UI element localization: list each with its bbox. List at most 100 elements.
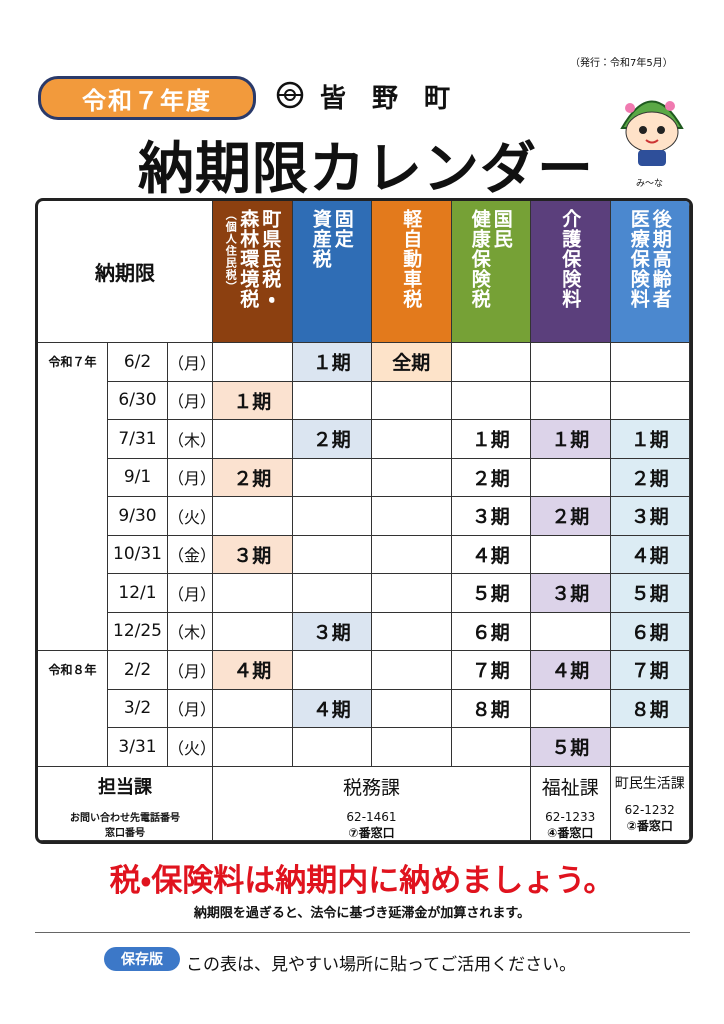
period-cell	[292, 651, 372, 690]
weekday: （木）	[168, 612, 216, 651]
column-header: 町県民税・ 森林環境税 （個人住民税）	[213, 201, 293, 343]
period-cell: ７期	[451, 651, 531, 690]
period-cell: ８期	[610, 689, 690, 728]
town-name: 皆 野 町	[320, 84, 451, 114]
period-cell: ３期	[213, 535, 293, 574]
weekday: （月）	[168, 689, 216, 728]
column-label-line: 軽自動車税	[400, 209, 423, 309]
period-cell	[372, 574, 452, 613]
period-cell: ６期	[610, 612, 690, 651]
period-cell	[610, 343, 690, 382]
town-logo	[276, 81, 304, 109]
column-label-line: 後期高齢者	[649, 209, 672, 309]
period-cell	[531, 381, 611, 420]
corner-header: 納期限	[38, 201, 213, 343]
period-cell	[451, 728, 531, 767]
period-cell	[531, 612, 611, 651]
weekday: （月）	[168, 343, 216, 382]
period-cell: １期	[213, 381, 293, 420]
date: 9/30	[108, 497, 168, 536]
period-cell	[531, 689, 611, 728]
era: 令和８年	[38, 651, 108, 767]
period-cell	[372, 689, 452, 728]
column-label-line: 介護保険料	[559, 209, 582, 309]
period-cell: １期	[531, 420, 611, 459]
column-header: 国民 健康保険税	[451, 201, 531, 343]
weekday: （金）	[168, 535, 216, 574]
date: 3/2	[108, 689, 168, 728]
period-cell	[372, 458, 452, 497]
column-label-line: 資産税	[309, 209, 332, 269]
period-cell: ４期	[451, 535, 531, 574]
weekday: （木）	[168, 420, 216, 459]
column-label: 後期高齢者 医療保険料	[628, 209, 672, 309]
department-name: 税務課	[342, 776, 400, 799]
divider	[35, 932, 690, 933]
period-cell	[213, 612, 293, 651]
column-label-line: 町県民税・	[259, 209, 282, 309]
column-label: 国民 健康保険税	[469, 209, 513, 309]
department-phone: 62-1461	[346, 809, 397, 824]
column-label: 介護保険料	[559, 209, 581, 309]
period-cell: ４期	[213, 651, 293, 690]
period-cell: ７期	[610, 651, 690, 690]
period-cell	[213, 420, 293, 459]
period-cell	[372, 420, 452, 459]
department-phone: 62-1233	[545, 809, 596, 824]
period-cell: ５期	[531, 728, 611, 767]
period-cell: ４期	[531, 651, 611, 690]
date: 2/2	[108, 651, 168, 690]
column-label-line: 森林環境税	[237, 209, 260, 309]
period-cell: ４期	[610, 535, 690, 574]
period-cell	[213, 574, 293, 613]
year-badge: 令和７年度	[38, 76, 256, 120]
period-cell: ２期	[213, 458, 293, 497]
period-cell	[372, 535, 452, 574]
weekday: （火）	[168, 728, 216, 767]
period-cell	[372, 497, 452, 536]
period-cell: ６期	[451, 612, 531, 651]
period-cell: ３期	[292, 612, 372, 651]
mascot-name: み～な	[636, 179, 664, 189]
date: 7/31	[108, 420, 168, 459]
column-header: 軽自動車税	[372, 201, 452, 343]
date: 6/2	[108, 343, 168, 382]
period-cell	[292, 458, 372, 497]
period-cell	[292, 381, 372, 420]
period-cell	[372, 612, 452, 651]
notice: 納期限を過ぎると、法令に基づき延滞金が加算されます。	[193, 906, 531, 921]
period-cell	[531, 458, 611, 497]
department-window: ⑦番窓口	[348, 825, 395, 840]
period-cell	[531, 535, 611, 574]
period-cell: １期	[292, 343, 372, 382]
footer-note: この表は、見やすい場所に貼ってご活用ください。	[186, 955, 577, 975]
period-cell	[292, 728, 372, 767]
period-cell	[213, 497, 293, 536]
footer-label-title: 担当課	[98, 776, 152, 798]
calendar-table: 納期限 町県民税・ 森林環境税 （個人住民税） 固定 資産税 軽自動車税 国民 健康保険税 介護保…	[35, 198, 693, 844]
date: 9/1	[108, 458, 168, 497]
issued: （発行：令和7年5月）	[570, 58, 673, 69]
period-cell: ２期	[610, 458, 690, 497]
column-label: 町県民税・ 森林環境税 （個人住民税）	[223, 209, 281, 309]
period-cell: １期	[451, 420, 531, 459]
period-cell	[213, 689, 293, 728]
period-cell	[213, 343, 293, 382]
footer-sub: 窓口番号	[105, 827, 145, 839]
weekday: （月）	[168, 651, 216, 690]
date: 3/31	[108, 728, 168, 767]
period-cell	[372, 651, 452, 690]
period-cell: ３期	[531, 574, 611, 613]
period-cell	[292, 574, 372, 613]
department: 税務課 62-1461 ⑦番窓口	[213, 766, 531, 841]
slogan: 税・保険料は納期内に納めましょう。	[109, 863, 615, 899]
date: 12/1	[108, 574, 168, 613]
period-cell: ５期	[610, 574, 690, 613]
period-cell	[531, 343, 611, 382]
weekday: （月）	[168, 458, 216, 497]
period-cell	[292, 497, 372, 536]
column-label-line: 固定	[331, 209, 354, 249]
period-cell: ２期	[292, 420, 372, 459]
period-cell: 全期	[372, 343, 452, 382]
